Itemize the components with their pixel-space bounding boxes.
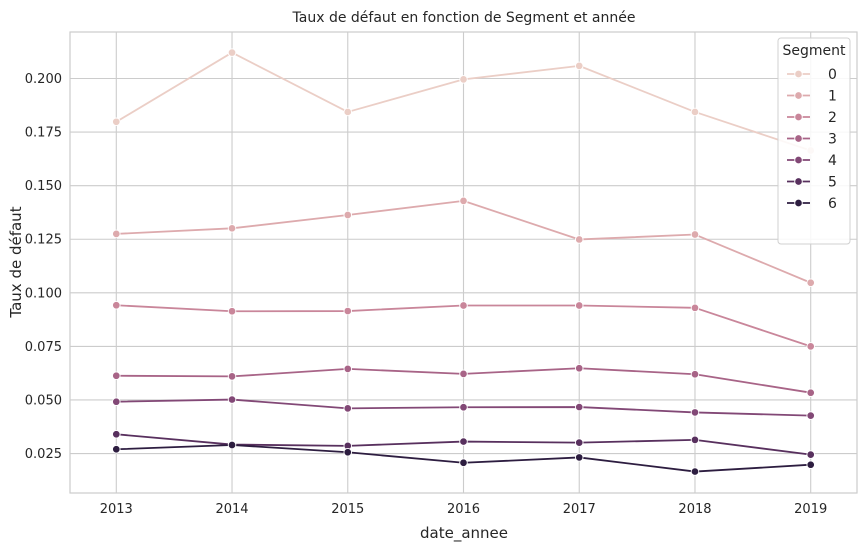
data-point — [227, 48, 237, 57]
data-point — [459, 369, 468, 379]
data-point — [690, 230, 700, 239]
data-point — [574, 402, 584, 412]
legend-marker — [794, 198, 803, 208]
x-tick-label: 2015 — [331, 502, 364, 517]
data-point — [459, 458, 468, 468]
legend-marker — [794, 177, 803, 186]
legend-item: 1 — [787, 89, 837, 105]
y-tick-label: 0.050 — [25, 393, 62, 408]
data-point — [227, 307, 237, 316]
y-tick-label: 0.200 — [25, 72, 62, 87]
data-point — [690, 467, 700, 476]
data-point — [459, 301, 468, 310]
data-point — [227, 372, 237, 381]
chart-title: Taux de défaut en fonction de Segment et… — [292, 10, 636, 26]
data-point — [112, 397, 121, 406]
data-point — [459, 75, 468, 84]
data-point — [690, 408, 700, 417]
legend-marker — [794, 155, 803, 165]
data-point — [343, 364, 353, 374]
data-point — [459, 403, 468, 412]
x-tick-label: 2019 — [794, 502, 827, 517]
data-point — [574, 235, 584, 244]
data-point — [806, 411, 815, 420]
data-point — [343, 210, 353, 220]
data-point — [574, 438, 584, 447]
data-point — [112, 229, 121, 239]
legend-label: 5 — [828, 175, 837, 191]
axes: 2013 2014 2015 2016 2017 2018 20190.0250.0500.… — [25, 31, 858, 517]
data-point — [227, 440, 237, 450]
data-point — [806, 278, 815, 288]
data-point — [574, 61, 584, 71]
grid — [70, 32, 857, 493]
data-point — [574, 364, 584, 373]
data-point — [459, 196, 468, 206]
series-lines — [112, 48, 815, 476]
y-tick-label: 0.100 — [25, 286, 62, 301]
x-tick-label: 2018 — [678, 502, 711, 517]
legend-label: 0 — [828, 67, 837, 83]
data-point — [690, 435, 700, 445]
data-point — [227, 224, 237, 233]
y-tick-label: 0.025 — [25, 447, 62, 462]
data-point — [806, 388, 815, 397]
data-point — [227, 395, 237, 404]
data-point — [806, 450, 815, 459]
y-axis-title: Taux de défaut — [7, 206, 25, 318]
data-point — [806, 460, 815, 469]
legend-label: 2 — [828, 110, 837, 126]
series-6 — [112, 440, 815, 476]
legend-marker — [794, 134, 803, 143]
x-axis-title: date_annee — [420, 524, 508, 543]
legend-label: 6 — [828, 196, 837, 212]
y-tick-label: 0.175 — [25, 126, 62, 141]
data-point — [690, 303, 700, 313]
legend-marker — [794, 112, 803, 122]
data-point — [343, 448, 353, 457]
series-4 — [112, 395, 815, 420]
series-1 — [112, 196, 815, 288]
data-point — [112, 445, 121, 454]
plot-frame — [69, 31, 858, 494]
data-point — [112, 371, 121, 381]
x-tick-label: 2016 — [447, 502, 480, 517]
series-3 — [112, 364, 815, 397]
legend-item: 5 — [787, 175, 837, 191]
legend-item: 6 — [787, 196, 837, 212]
legend-marker — [794, 69, 803, 79]
data-point — [459, 437, 468, 446]
data-point — [112, 301, 121, 310]
y-tick-label: 0.125 — [25, 233, 62, 248]
legend-item: 3 — [787, 132, 837, 148]
legend-label: 4 — [828, 153, 837, 169]
data-point — [343, 404, 353, 413]
legend-item: 2 — [787, 110, 837, 126]
data-point — [574, 301, 584, 310]
data-point — [574, 453, 584, 462]
data-point — [690, 370, 700, 379]
data-point — [690, 107, 700, 117]
y-tick-label: 0.150 — [25, 179, 62, 194]
data-point — [343, 107, 353, 117]
legend-item: 0 — [787, 67, 837, 83]
x-tick-label: 2014 — [215, 502, 248, 517]
legend: Segment 0 1 2 3 4 5 6 — [777, 37, 851, 245]
x-tick-label: 2013 — [100, 502, 133, 517]
legend-title: Segment — [783, 43, 847, 59]
data-point — [806, 342, 815, 351]
series-2 — [112, 301, 815, 351]
y-tick-label: 0.075 — [25, 340, 62, 355]
legend-marker — [794, 91, 803, 100]
data-point — [112, 430, 121, 439]
data-point — [343, 306, 353, 316]
legend-label: 1 — [828, 89, 837, 105]
legend-label: 3 — [828, 132, 837, 148]
legend-box — [777, 37, 851, 245]
data-point — [112, 117, 121, 127]
x-tick-label: 2017 — [563, 502, 596, 517]
legend-item: 4 — [787, 153, 837, 169]
